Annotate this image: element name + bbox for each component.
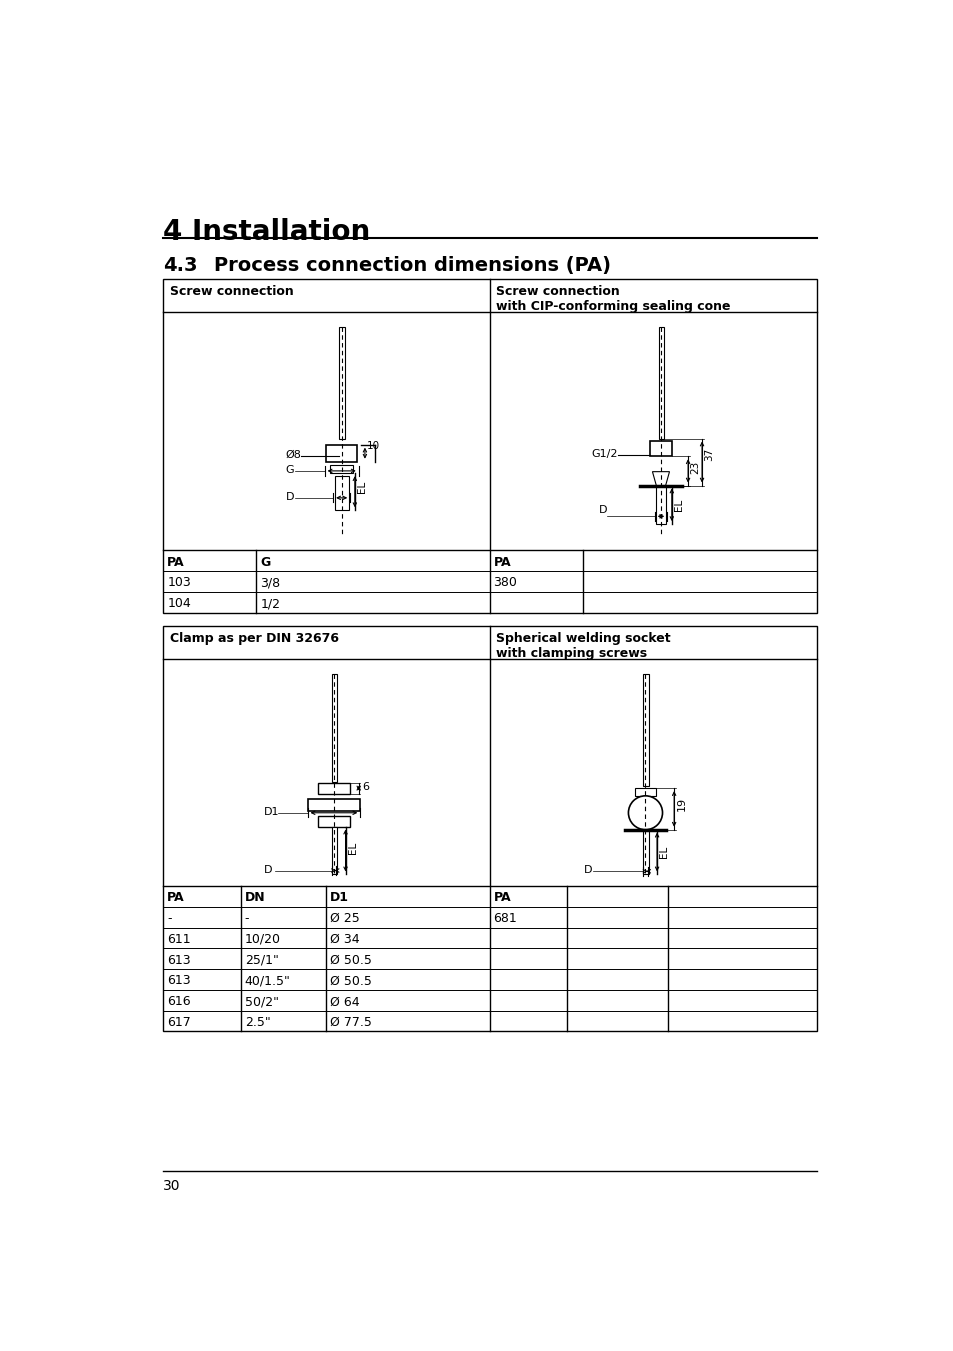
Text: D: D bbox=[598, 505, 607, 515]
Text: Ø 77.5: Ø 77.5 bbox=[330, 1016, 372, 1029]
Text: D1: D1 bbox=[330, 892, 349, 904]
Text: 681: 681 bbox=[493, 912, 517, 925]
Bar bbox=[332, 827, 336, 874]
Text: 23: 23 bbox=[690, 461, 700, 474]
Text: Screw connection: Screw connection bbox=[170, 285, 294, 297]
Text: Process connection dimensions (PA): Process connection dimensions (PA) bbox=[213, 257, 610, 276]
Text: D: D bbox=[264, 865, 273, 875]
Text: 30: 30 bbox=[163, 1178, 181, 1193]
Text: EL: EL bbox=[674, 499, 683, 511]
Bar bbox=[335, 476, 348, 511]
Text: 3/8: 3/8 bbox=[260, 577, 280, 589]
Bar bbox=[658, 327, 663, 439]
Text: EL: EL bbox=[348, 842, 357, 854]
Text: Ø 50.5: Ø 50.5 bbox=[330, 954, 372, 967]
Text: G1/2: G1/2 bbox=[591, 449, 618, 458]
Text: 6: 6 bbox=[361, 782, 369, 792]
Text: PA: PA bbox=[493, 892, 511, 904]
Text: 50/2": 50/2" bbox=[245, 996, 278, 1008]
Text: Screw connection
with CIP-conforming sealing cone: Screw connection with CIP-conforming sea… bbox=[496, 285, 730, 312]
Text: D: D bbox=[286, 493, 294, 503]
Bar bbox=[307, 798, 360, 811]
Text: Spherical welding socket
with clamping screws: Spherical welding socket with clamping s… bbox=[496, 632, 670, 659]
Text: 10/20: 10/20 bbox=[245, 934, 280, 946]
Text: 613: 613 bbox=[167, 974, 191, 988]
Text: EL: EL bbox=[659, 846, 669, 858]
Bar bbox=[339, 327, 344, 439]
Text: 4.3: 4.3 bbox=[163, 257, 197, 276]
Text: DN: DN bbox=[245, 892, 265, 904]
Text: PA: PA bbox=[167, 555, 185, 569]
Bar bbox=[163, 627, 816, 1031]
Circle shape bbox=[628, 796, 661, 830]
Text: Ø 64: Ø 64 bbox=[330, 996, 359, 1008]
Bar bbox=[642, 674, 648, 786]
Text: 4 Installation: 4 Installation bbox=[163, 218, 371, 246]
Text: PA: PA bbox=[493, 555, 511, 569]
Bar bbox=[317, 816, 350, 827]
Polygon shape bbox=[652, 471, 669, 485]
Bar bbox=[332, 674, 336, 782]
Text: 10: 10 bbox=[367, 440, 380, 451]
Text: 613: 613 bbox=[167, 954, 191, 967]
Bar bbox=[656, 485, 665, 524]
Bar bbox=[330, 466, 353, 473]
Text: 611: 611 bbox=[167, 934, 191, 946]
Text: G: G bbox=[286, 466, 294, 476]
Text: 103: 103 bbox=[167, 577, 191, 589]
Text: 104: 104 bbox=[167, 597, 191, 611]
Bar bbox=[649, 440, 671, 457]
Text: -: - bbox=[245, 912, 249, 925]
Text: D: D bbox=[583, 865, 592, 875]
Text: 617: 617 bbox=[167, 1016, 191, 1029]
Text: -: - bbox=[167, 912, 172, 925]
Bar bbox=[635, 788, 655, 796]
Text: Ø 34: Ø 34 bbox=[330, 934, 359, 946]
Text: 25/1": 25/1" bbox=[245, 954, 278, 967]
Text: G: G bbox=[260, 555, 271, 569]
Text: Ø 25: Ø 25 bbox=[330, 912, 359, 925]
Text: 40/1.5": 40/1.5" bbox=[245, 974, 291, 988]
Bar bbox=[326, 444, 356, 462]
Text: 2.5": 2.5" bbox=[245, 1016, 271, 1029]
Text: 1/2: 1/2 bbox=[260, 597, 280, 611]
Text: PA: PA bbox=[167, 892, 185, 904]
Text: 37: 37 bbox=[703, 447, 714, 461]
Text: D1: D1 bbox=[264, 808, 279, 817]
Bar bbox=[317, 782, 350, 793]
Text: 616: 616 bbox=[167, 996, 191, 1008]
Text: EL: EL bbox=[356, 481, 367, 493]
Text: 19: 19 bbox=[677, 797, 686, 811]
Text: Clamp as per DIN 32676: Clamp as per DIN 32676 bbox=[170, 632, 338, 644]
Text: Ø8: Ø8 bbox=[286, 450, 301, 461]
Text: Ø 50.5: Ø 50.5 bbox=[330, 974, 372, 988]
Text: 380: 380 bbox=[493, 577, 517, 589]
Bar bbox=[163, 280, 816, 612]
Bar bbox=[642, 830, 648, 874]
